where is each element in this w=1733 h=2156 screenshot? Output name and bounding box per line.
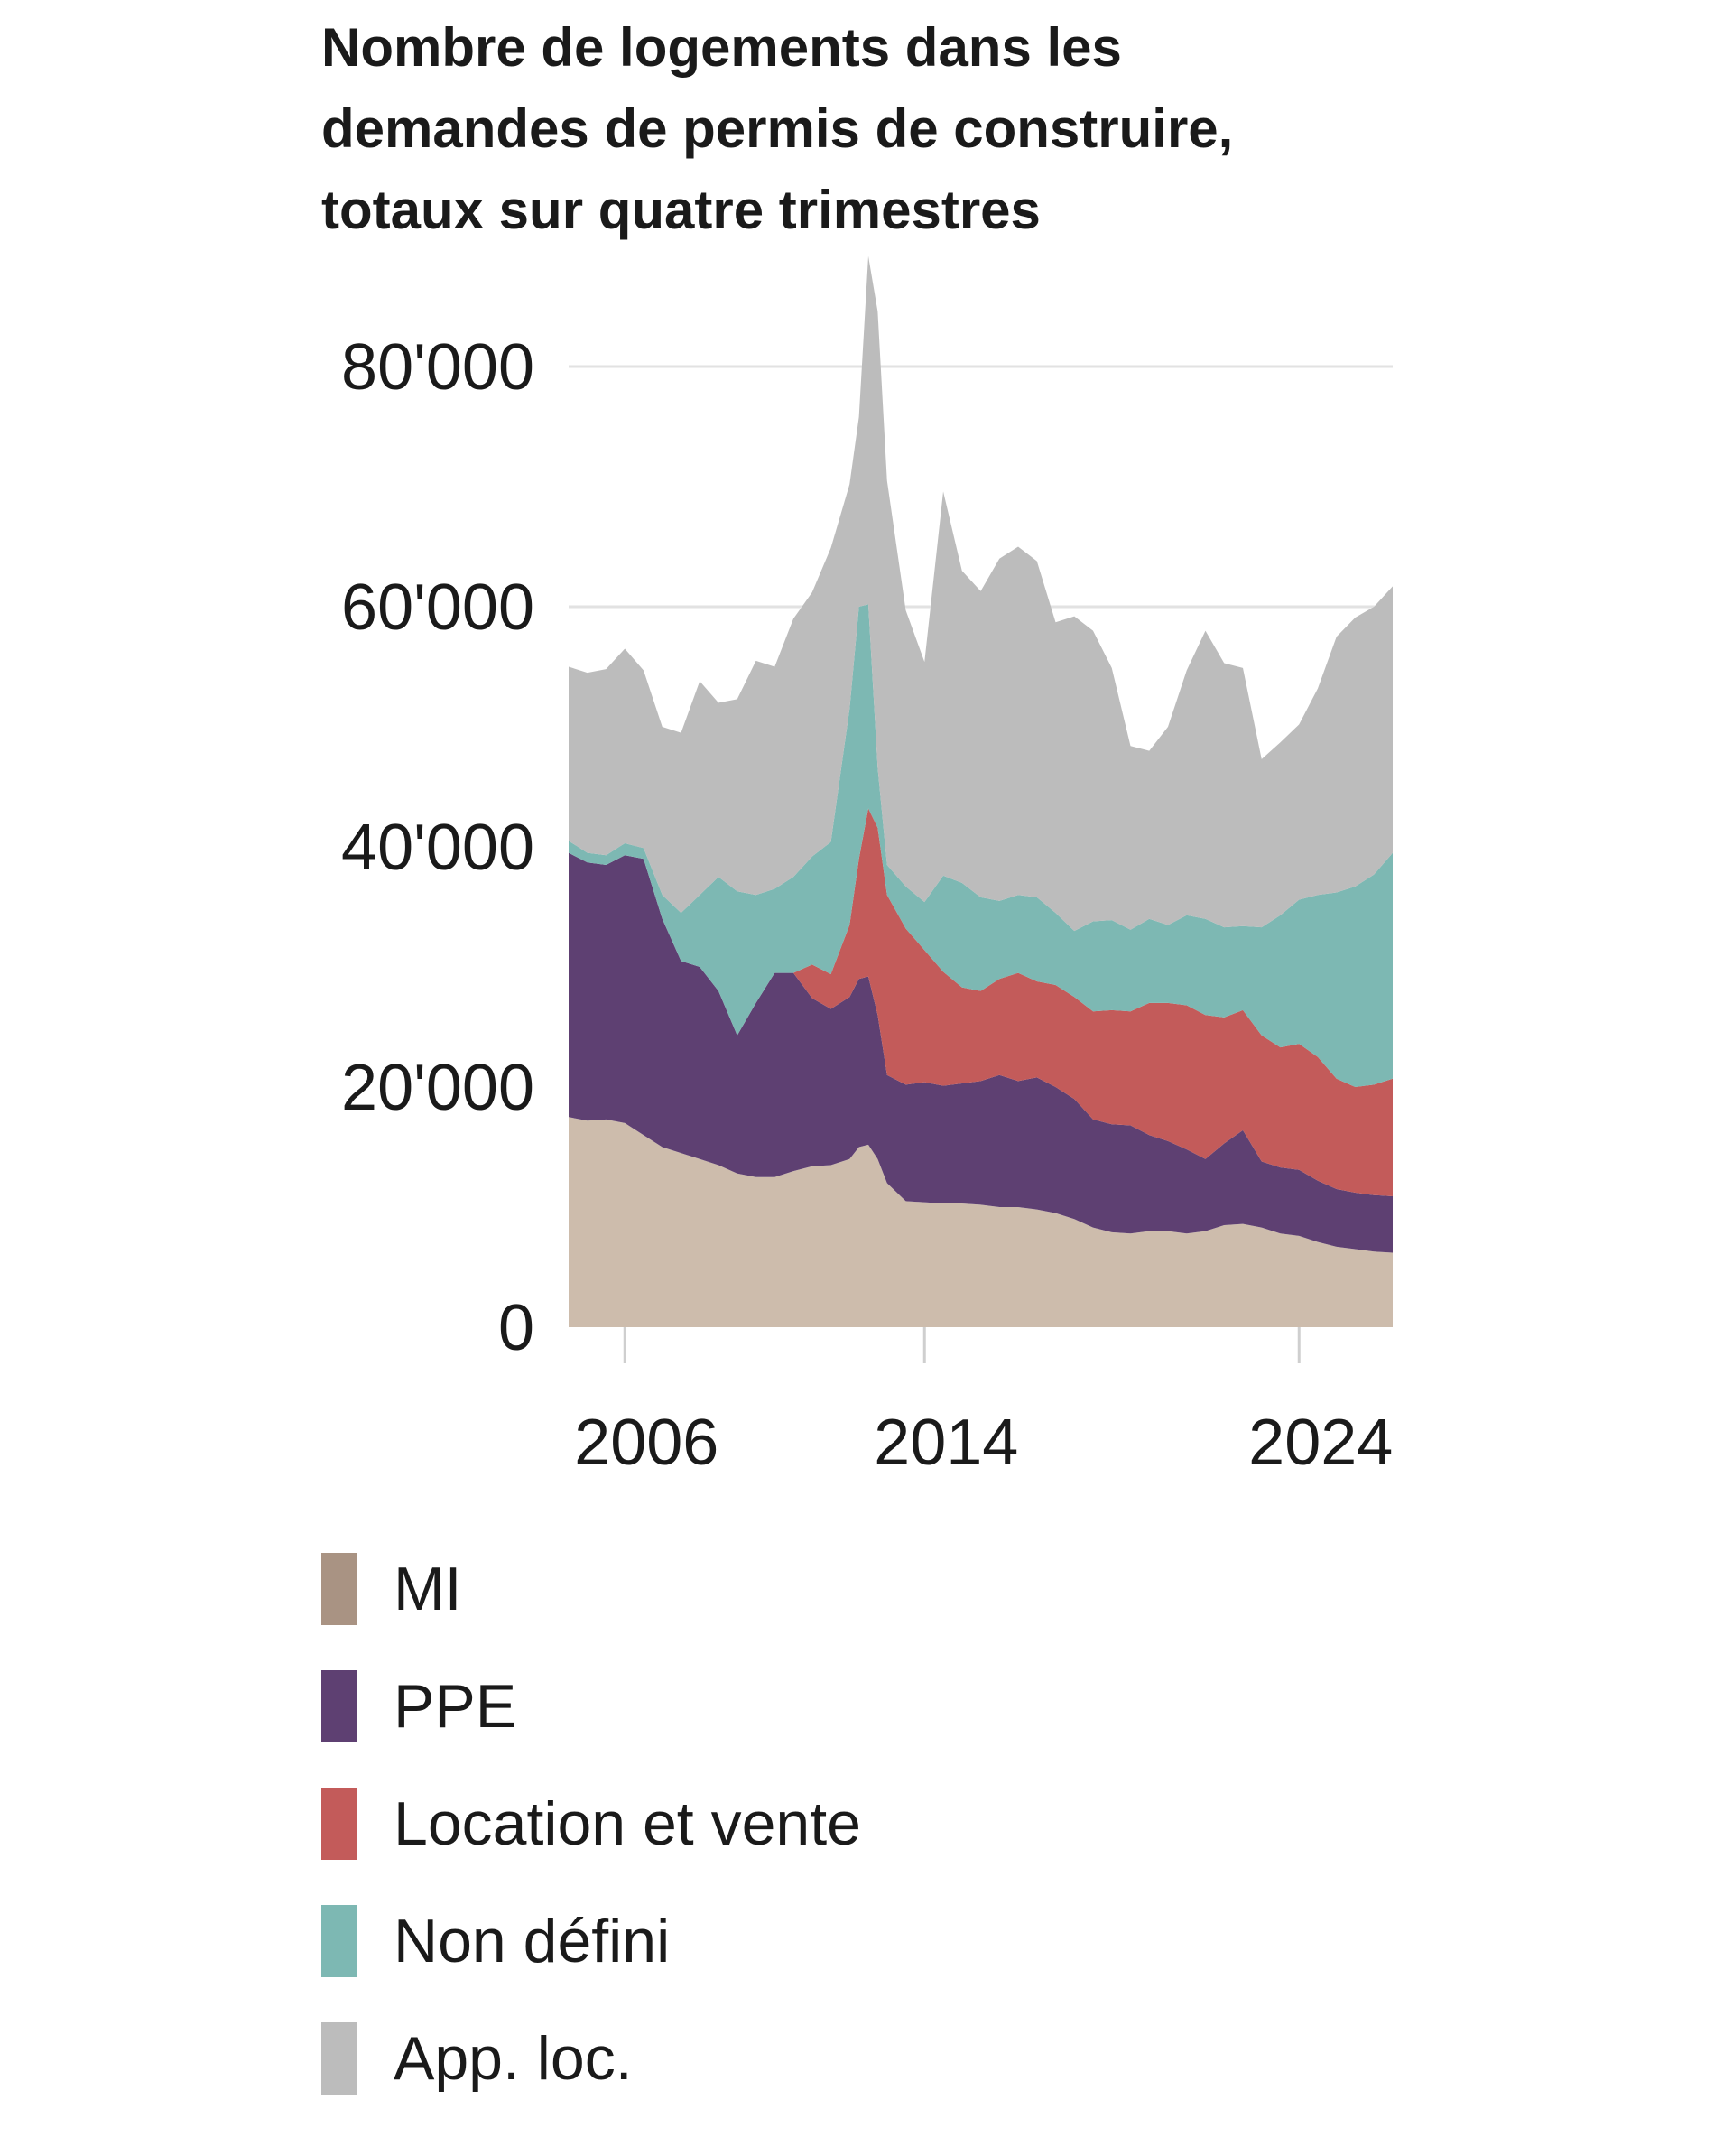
legend-swatch: [321, 1670, 357, 1742]
chart-title-line-3: totaux sur quatre trimestres: [321, 180, 1041, 240]
x-tick-label-1: 2014: [874, 1407, 1018, 1479]
y-tick-label-0: 0: [498, 1292, 534, 1364]
legend-label: PPE: [394, 1672, 517, 1741]
chart-title-line-1: Nombre de logements dans les: [321, 17, 1122, 78]
stacked-area-chart: 0 20'000 40'000 60'000 80'000 2006 2014 2024: [341, 256, 1393, 1479]
area-layer: [569, 256, 1393, 1327]
y-tick-label-1: 20'000: [341, 1052, 534, 1124]
legend-label: App. loc.: [394, 2024, 633, 2093]
y-tick-label-2: 40'000: [341, 812, 534, 884]
area-series-ppe: [569, 852, 1393, 1253]
legend-swatch: [321, 1788, 357, 1860]
y-tick-label-4: 80'000: [341, 331, 534, 404]
x-axis: [623, 1327, 1301, 1363]
y-axis-labels: 0 20'000 40'000 60'000 80'000: [341, 331, 534, 1364]
legend-swatch: [321, 1553, 357, 1625]
legend-label: MI: [394, 1555, 462, 1623]
area-series-app-loc-: [569, 256, 1393, 932]
y-tick-label-3: 60'000: [341, 572, 534, 644]
chart-title: Nombre de logements dans les demandes de…: [321, 7, 1495, 251]
chart-title-line-2: demandes de permis de construire,: [321, 98, 1234, 159]
area-series-mi: [569, 1117, 1393, 1327]
x-axis-labels: 2006 2014 2024: [574, 1407, 1393, 1479]
legend-label: Non défini: [394, 1907, 671, 1975]
legend-label: Location et vente: [394, 1789, 861, 1858]
area-series-location-et-vente: [569, 808, 1393, 1197]
legend-swatch: [321, 1905, 357, 1977]
area-series-non-d-fini: [569, 604, 1393, 1087]
x-tick-label-2: 2024: [1248, 1407, 1393, 1479]
x-tick-label-0: 2006: [574, 1407, 718, 1479]
legend-swatch: [321, 2022, 357, 2095]
